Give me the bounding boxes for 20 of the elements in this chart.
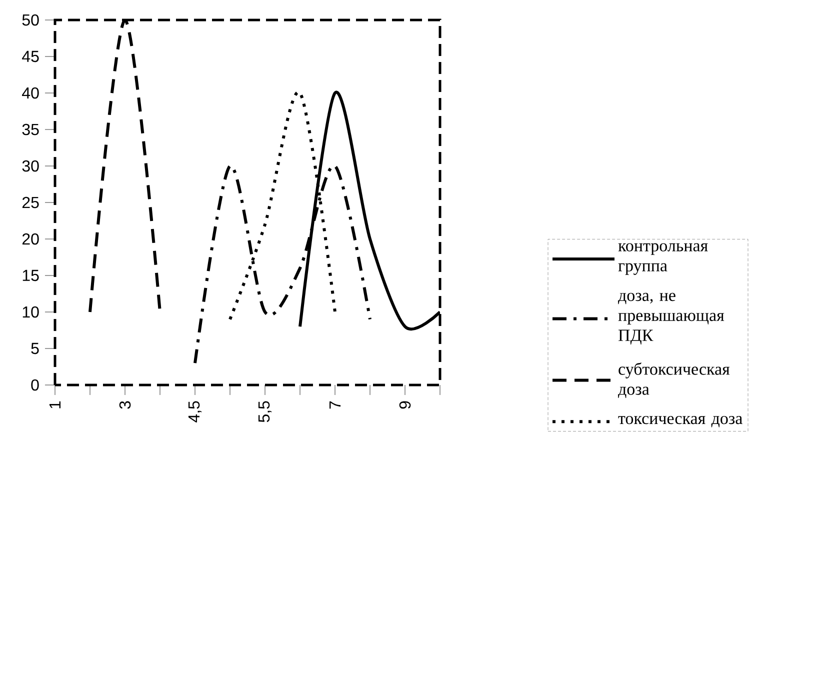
x-tick-label: 4,5 [188, 401, 202, 422]
y-tick-label: 0 [31, 379, 39, 391]
y-tick-label: 45 [22, 50, 39, 62]
x-tick-label: 5,5 [258, 401, 272, 422]
y-tick-label: 15 [22, 270, 39, 282]
x-tick-label: 3 [119, 401, 131, 409]
y-tick-label: 50 [22, 14, 39, 26]
y-tick-label: 20 [22, 233, 39, 245]
legend-label: доза, не превышающая ПДК [618, 292, 724, 345]
legend-label: контрольная группа [618, 243, 708, 275]
y-tick-label: 25 [22, 196, 39, 208]
x-tick-label: 1 [49, 401, 61, 408]
y-tick-label: 35 [22, 124, 39, 136]
y-tick-label: 30 [22, 160, 39, 172]
x-tick-label: 9 [399, 401, 411, 409]
x-tick-label: 7 [329, 401, 341, 409]
legend-label: токсическая доза [618, 416, 742, 428]
y-tick-label: 40 [22, 87, 39, 99]
y-tick-label: 5 [31, 342, 39, 354]
y-tick-label: 10 [22, 306, 39, 318]
